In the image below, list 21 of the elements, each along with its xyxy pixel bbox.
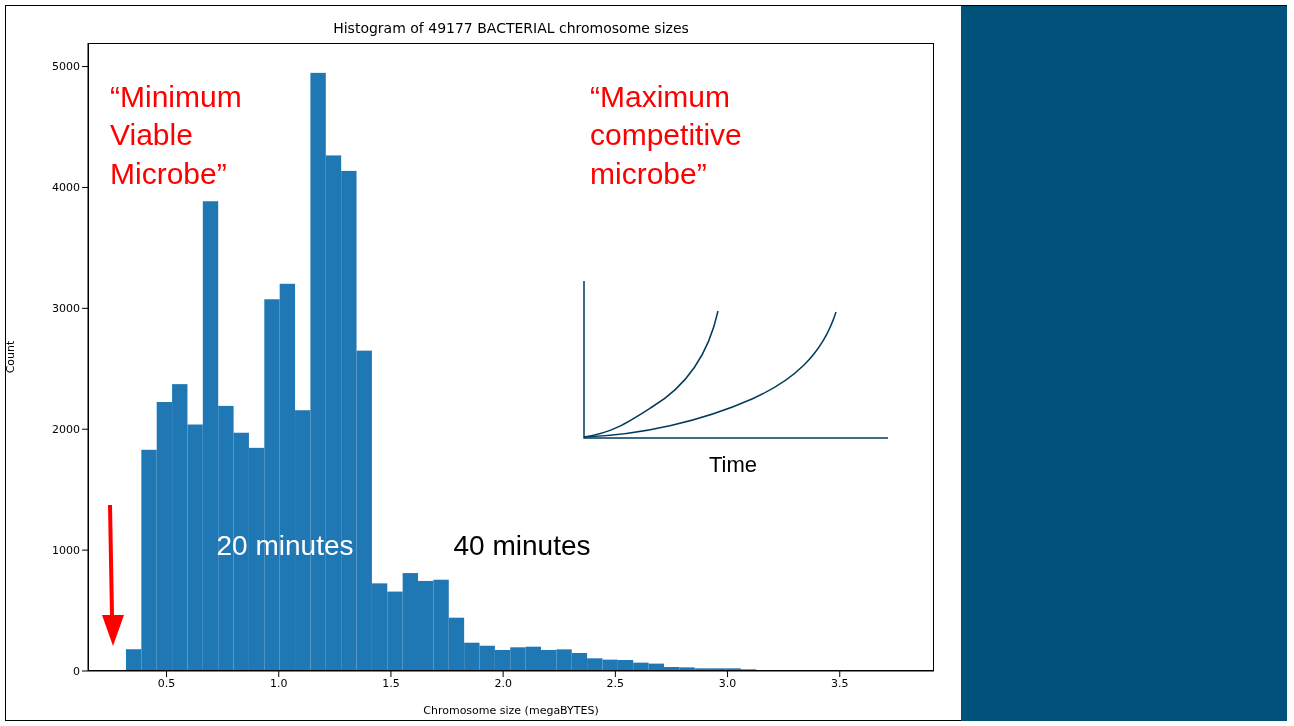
x-tick-label: 1.0 bbox=[269, 676, 288, 690]
x-tick-label: 2.0 bbox=[494, 676, 512, 690]
annotation: “Minimum Viable Microbe” bbox=[110, 79, 243, 192]
x-tick-label: 3.5 bbox=[831, 676, 849, 690]
y-tick-label: 5000 bbox=[52, 60, 80, 74]
annotation: “Maximum competitive microbe” bbox=[590, 79, 743, 192]
x-tick-label: 1.5 bbox=[382, 676, 400, 690]
y-tick-label: 1000 bbox=[52, 544, 80, 558]
x-tick-label: 0.5 bbox=[157, 676, 176, 690]
y-tick-label: 4000 bbox=[52, 181, 80, 195]
y-axis-title: Count bbox=[3, 339, 17, 374]
chart-title: Histogram of 49177 BACTERIAL chromosome sizes bbox=[332, 20, 690, 36]
annotation: Time bbox=[707, 451, 759, 479]
x-tick-label: 2.5 bbox=[606, 676, 625, 690]
x-tick-label: 3.0 bbox=[718, 676, 737, 690]
annotation: 20 minutes bbox=[215, 529, 355, 563]
x-axis-title: Chromosome size (megaBYTES) bbox=[423, 704, 599, 717]
y-tick-label: 3000 bbox=[52, 302, 80, 316]
y-tick-label: 2000 bbox=[52, 423, 80, 437]
y-tick-label: 0 bbox=[73, 664, 80, 678]
annotation: 40 minutes bbox=[452, 529, 592, 563]
